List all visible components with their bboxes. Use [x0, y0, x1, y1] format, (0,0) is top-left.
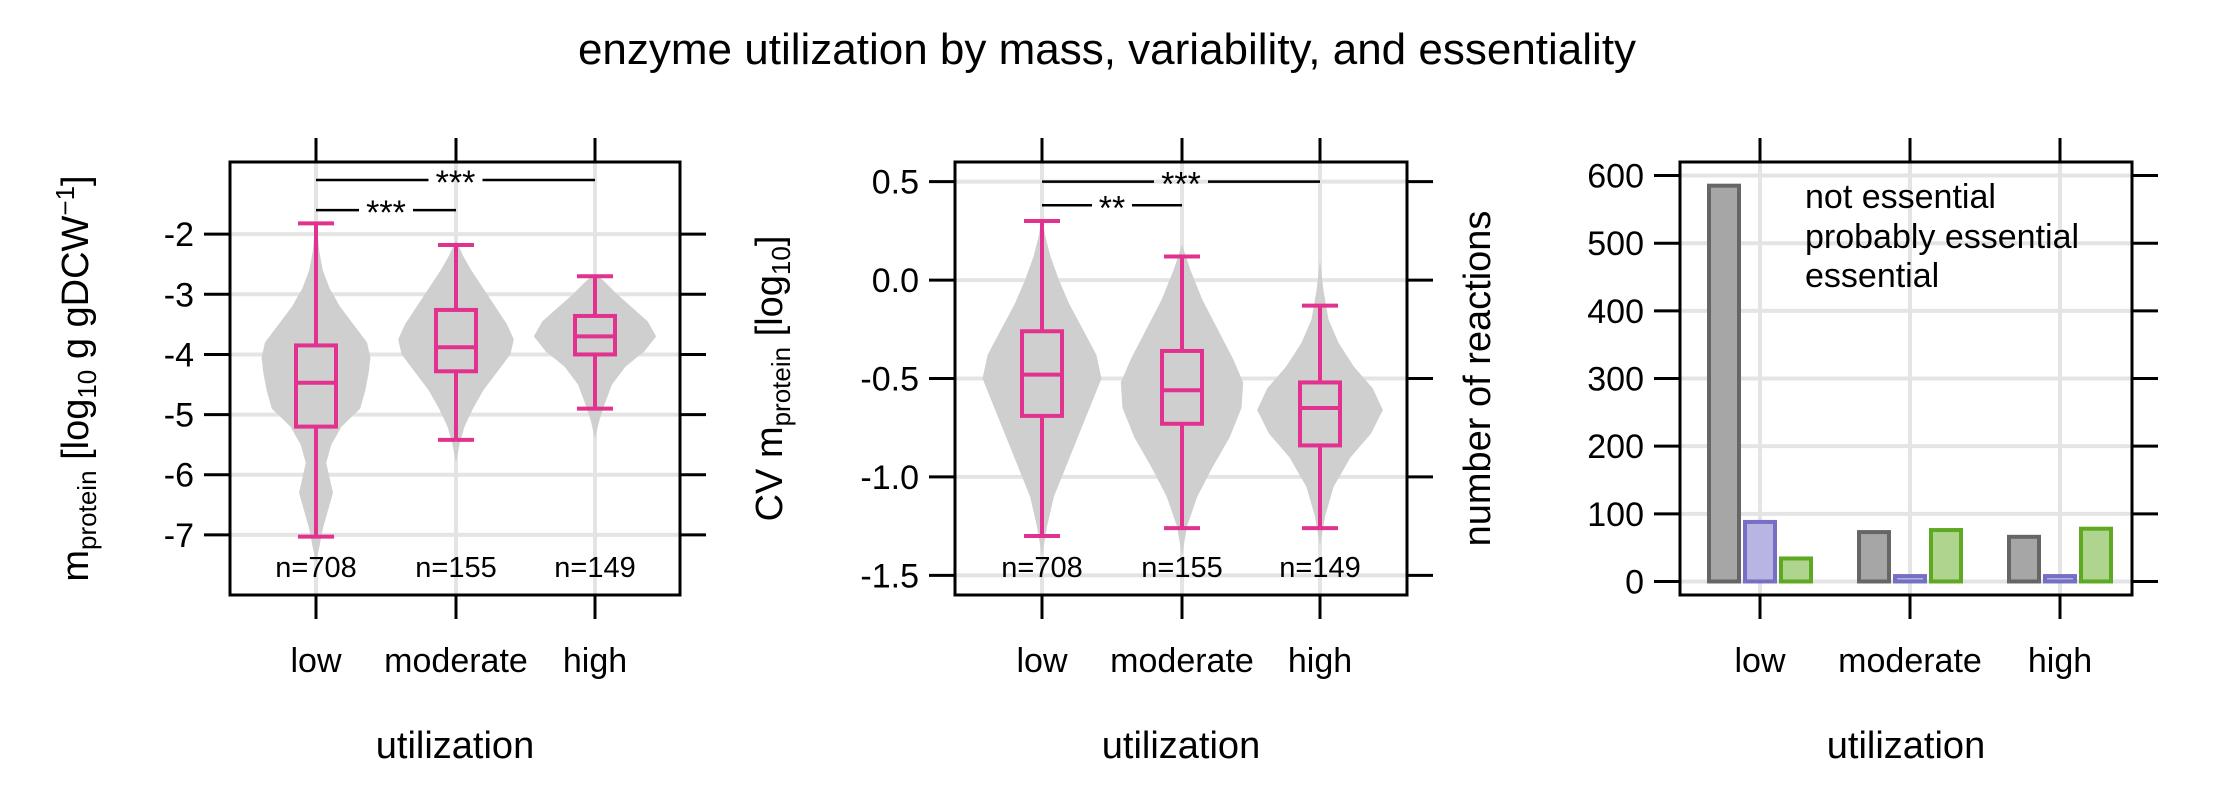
sample-count: n=155: [1141, 552, 1222, 584]
bar-not-essential-high: [2007, 534, 2041, 584]
y-label-main: CV m: [749, 426, 791, 521]
violin-high: [1257, 260, 1383, 546]
violin-low: [982, 217, 1102, 556]
violin-moderate: [1120, 244, 1244, 556]
bar-probably-essential-low: [1743, 519, 1777, 584]
y-tick-label: -2: [164, 216, 194, 254]
x-tick-label: moderate: [1110, 642, 1254, 680]
y-tick-label: 200: [1587, 428, 1644, 466]
y-label-subscript-2: 10: [766, 246, 796, 275]
y-tick-label: 100: [1587, 496, 1644, 534]
y-tick-label: -7: [164, 517, 194, 555]
y-tick-label: 0.5: [872, 164, 919, 202]
significance-label: ***: [366, 194, 406, 232]
y-tick-label: -5: [164, 397, 194, 435]
y-label-main: m: [55, 550, 97, 582]
y-axis-label: number of reactions: [1457, 211, 1499, 547]
violin-low: [261, 222, 371, 562]
y-axis-label: CV mprotein [log10]: [749, 236, 796, 522]
x-tick-label: moderate: [1838, 642, 1982, 680]
box-moderate: [434, 307, 478, 374]
y-tick-label: 0: [1625, 563, 1644, 601]
box-low: [294, 343, 338, 429]
plot-frame: [953, 160, 1409, 597]
y-label-rest: [log: [749, 275, 791, 347]
significance-label: **: [1099, 189, 1125, 227]
variability-panel: 0.50.0-0.5-1.0-1.5 n=708 n=155 n=149*****lo…: [749, 138, 1433, 767]
bar-not-essential-low: [1707, 183, 1741, 584]
y-tick-label: 400: [1587, 293, 1644, 331]
y-label-subscript-2: 10: [72, 370, 102, 399]
sample-count: n=708: [1001, 552, 1082, 584]
y-axis-label: mprotein [log10 g gDCW−1]: [50, 175, 102, 581]
y-tick-label: -0.5: [860, 361, 919, 399]
figure-title: enzyme utilization by mass, variability,…: [578, 25, 1636, 74]
y-label-close: ]: [55, 175, 97, 186]
essentiality-panel: 600 500 400 300 200 100 0 not essentialprobably…: [1457, 138, 2158, 767]
sample-count: n=155: [415, 552, 496, 584]
bar-essential-moderate: [1929, 528, 1963, 584]
mass-panel: -2 -3 -4 -5 -6 -7 n=708 n=155 n=149 *** *** low mode…: [50, 138, 706, 767]
bar-not-essential-moderate: [1857, 530, 1891, 584]
y-label-close: ]: [749, 236, 791, 247]
y-tick-label: 0.0: [872, 262, 919, 300]
y-label-subscript: protein: [72, 470, 102, 550]
bar-probably-essential-high: [2043, 574, 2077, 584]
x-tick-label: high: [2028, 642, 2092, 680]
x-axis-label: utilization: [376, 725, 534, 767]
x-tick-label: low: [1016, 642, 1067, 680]
y-tick-label: 600: [1587, 158, 1644, 196]
sample-count: n=149: [554, 552, 635, 584]
y-tick-label: -1.5: [860, 557, 919, 595]
bar-essential-high: [2079, 526, 2113, 584]
plot-frame: [1678, 160, 2134, 597]
y-label-rest: [log: [55, 399, 97, 471]
box-moderate: [1160, 348, 1204, 426]
x-axis-label: utilization: [1102, 725, 1260, 767]
x-tick-label: low: [290, 642, 341, 680]
legend-entry: essential: [1805, 257, 1939, 295]
y-label-subscript: protein: [766, 347, 796, 427]
y-label-superscript: −1: [50, 186, 80, 216]
box-high: [1298, 380, 1342, 448]
significance-label: ***: [436, 164, 476, 202]
x-tick-label: low: [1734, 642, 1785, 680]
significance-label: ***: [1161, 166, 1201, 204]
y-tick-label: -6: [164, 457, 194, 495]
sample-count: n=708: [275, 552, 356, 584]
legend-entry: not essential: [1805, 178, 1996, 216]
y-tick-label: -1.0: [860, 459, 919, 497]
violin-moderate: [398, 240, 514, 463]
plot-frame: [228, 160, 682, 597]
x-tick-label: high: [563, 642, 627, 680]
y-label-tail: g gDCW: [55, 215, 97, 369]
x-tick-label: high: [1288, 642, 1352, 680]
y-tick-label: 500: [1587, 225, 1644, 263]
bar-probably-essential-moderate: [1893, 574, 1927, 584]
y-tick-label: -3: [164, 276, 194, 314]
y-tick-label: -4: [164, 336, 194, 374]
sample-count: n=149: [1279, 552, 1360, 584]
legend-entry: probably essential: [1805, 218, 2079, 256]
x-tick-label: moderate: [384, 642, 528, 680]
y-tick-label: 300: [1587, 361, 1644, 399]
x-axis-label: utilization: [1827, 725, 1985, 767]
bar-essential-low: [1779, 556, 1813, 584]
